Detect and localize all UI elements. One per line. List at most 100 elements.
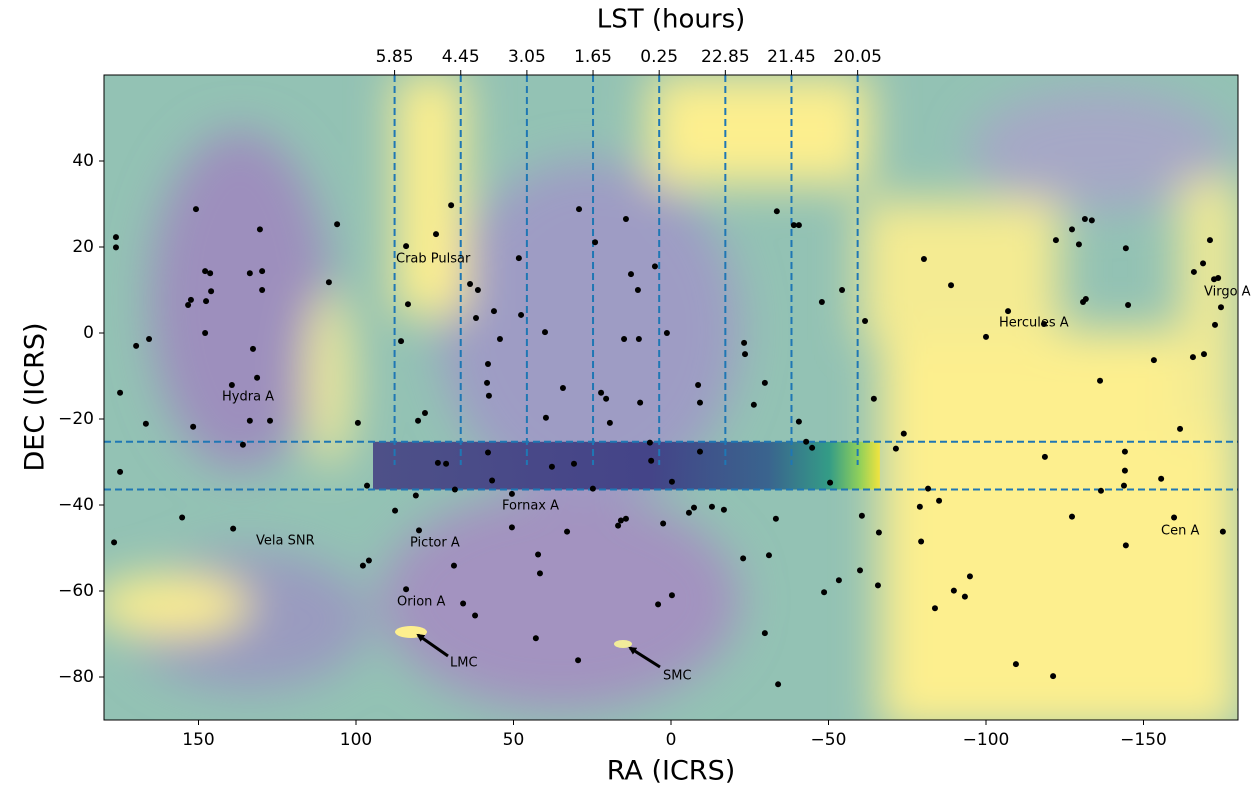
source-point <box>203 298 210 305</box>
source-point <box>773 208 780 215</box>
source-point <box>472 612 479 619</box>
source-point <box>1200 260 1207 267</box>
annotation: SMC <box>663 669 692 684</box>
source-point <box>359 562 366 569</box>
source-point <box>936 497 943 504</box>
source-point <box>325 279 332 286</box>
source-point <box>1200 351 1207 358</box>
source-point <box>575 657 582 664</box>
source-point <box>254 374 261 381</box>
source-point <box>259 287 266 293</box>
source-point <box>961 593 968 600</box>
source-point <box>948 282 955 289</box>
source-point <box>532 635 539 642</box>
source-point <box>740 555 747 562</box>
source-point <box>589 485 596 492</box>
source-point <box>576 206 583 213</box>
source-point <box>1097 487 1104 494</box>
source-point <box>950 587 957 594</box>
source-point <box>192 206 199 213</box>
source-point <box>622 216 629 223</box>
source-point <box>1081 216 1088 223</box>
y-tick-label: −60 <box>58 581 94 601</box>
x2-tick-label: 20.05 <box>833 47 882 67</box>
source-point <box>117 468 124 475</box>
source-point <box>765 552 772 559</box>
source-point <box>1012 661 1019 668</box>
source-point <box>460 600 467 607</box>
source-point <box>434 459 441 466</box>
sky-background <box>104 75 1238 720</box>
annotation: LMC <box>450 656 478 671</box>
annotation: Hydra A <box>222 390 274 405</box>
source-point <box>920 256 927 263</box>
source-point <box>208 288 215 295</box>
source-point <box>133 342 140 349</box>
source-point <box>548 463 555 470</box>
source-point <box>1217 304 1224 311</box>
source-point <box>433 231 440 238</box>
source-point <box>655 601 662 608</box>
source-point <box>1121 467 1128 474</box>
y-tick-label: 0 <box>83 323 94 343</box>
source-point <box>1097 377 1104 384</box>
source-point <box>1206 237 1213 244</box>
source-point <box>696 448 703 455</box>
source-point <box>622 515 629 522</box>
source-point <box>256 226 263 233</box>
source-point <box>606 419 613 426</box>
source-point <box>900 430 907 437</box>
source-point <box>467 280 474 287</box>
source-point <box>1041 453 1048 460</box>
source-point <box>615 522 622 529</box>
source-point <box>685 509 692 516</box>
source-point <box>451 486 458 493</box>
x-tick-label: −100 <box>963 730 1010 750</box>
source-point <box>660 520 667 527</box>
source-point <box>1190 268 1197 275</box>
source-point <box>668 592 675 599</box>
source-point <box>515 255 522 262</box>
x2-axis-title: LST (hours) <box>597 5 746 35</box>
source-point <box>690 504 697 511</box>
source-point <box>835 577 842 584</box>
source-point <box>1088 217 1095 224</box>
source-point <box>617 517 624 524</box>
source-point <box>592 239 599 246</box>
y-axis-title: DEC (ICRS) <box>20 322 51 471</box>
source-point <box>1189 354 1196 361</box>
source-point <box>111 539 118 546</box>
source-point <box>484 360 491 367</box>
source-point <box>415 417 422 424</box>
source-point <box>1122 245 1129 252</box>
annotation: Crab Pulsar <box>396 252 471 267</box>
source-point <box>821 589 828 596</box>
source-point <box>1121 448 1128 455</box>
source-point <box>473 314 480 321</box>
source-point <box>535 551 542 558</box>
source-point <box>364 482 371 489</box>
source-point <box>892 445 899 452</box>
source-point <box>1040 320 1047 327</box>
source-point <box>179 514 186 521</box>
source-point <box>708 503 715 510</box>
source-point <box>1219 528 1226 535</box>
source-point <box>761 630 768 637</box>
source-point <box>112 244 119 251</box>
annotation: Cen A <box>1161 524 1199 539</box>
source-point <box>1068 513 1075 520</box>
source-point <box>761 379 768 386</box>
source-point <box>1171 514 1178 521</box>
source-point <box>542 414 549 421</box>
source-point <box>663 330 670 336</box>
source-point <box>249 345 256 352</box>
source-point <box>1125 302 1132 309</box>
source-point <box>354 419 361 426</box>
source-point <box>646 439 653 446</box>
source-point <box>918 538 925 545</box>
source-point <box>870 395 877 402</box>
source-point <box>621 336 628 343</box>
source-point <box>1050 673 1057 680</box>
source-point <box>627 271 634 278</box>
